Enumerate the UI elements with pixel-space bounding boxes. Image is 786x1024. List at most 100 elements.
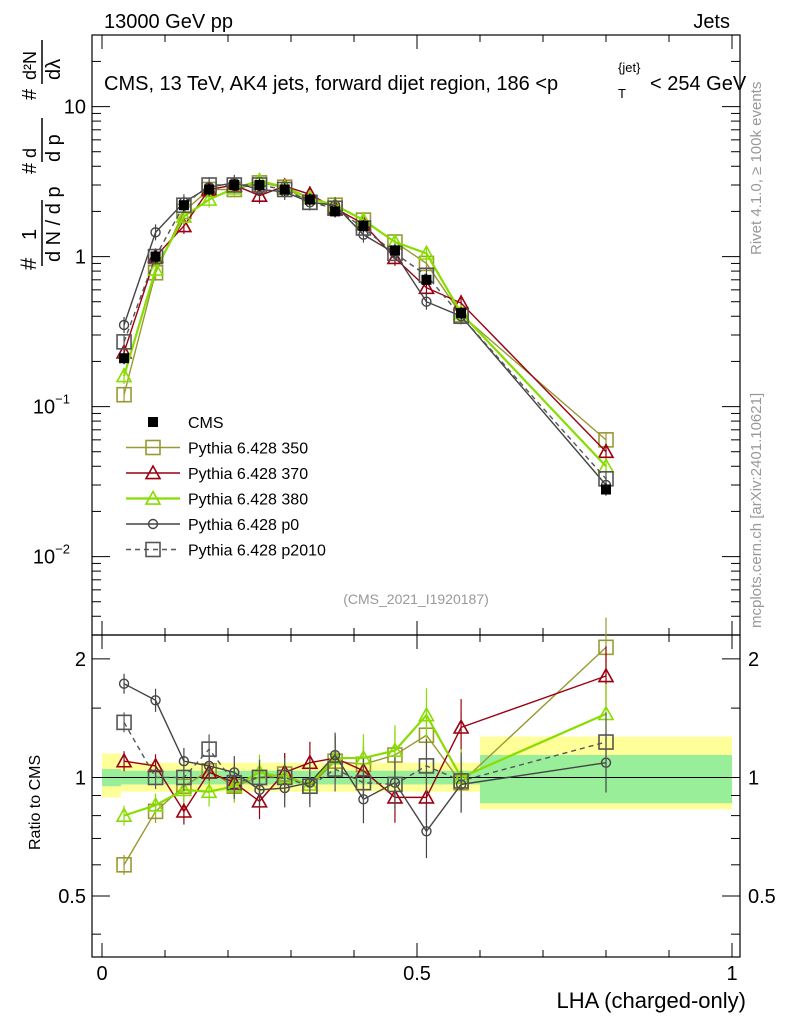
chart-title-sup: {jet} bbox=[618, 60, 641, 75]
svg-text:#: # bbox=[19, 88, 41, 100]
y-tick-label-3: 10 bbox=[64, 97, 86, 119]
legend-marker-4 bbox=[145, 541, 161, 558]
legend-marker-3 bbox=[147, 518, 159, 530]
ratio-point-4 bbox=[251, 769, 268, 786]
y-tick-ratio-label-right-2: 2 bbox=[748, 649, 759, 671]
ratio-point-2 bbox=[418, 706, 435, 722]
ratio-point-2 bbox=[147, 796, 164, 812]
legend-label-0: Pythia 6.428 350 bbox=[188, 441, 308, 458]
chart-title-suffix: < 254 GeV bbox=[650, 73, 747, 95]
series-point-4 bbox=[226, 177, 243, 193]
series-point-3 bbox=[421, 296, 432, 307]
series-point-2 bbox=[115, 367, 133, 383]
legend-label-4: Pythia 6.428 p2010 bbox=[188, 543, 326, 560]
ratio-point-4 bbox=[147, 769, 164, 786]
ratio-point-2 bbox=[175, 781, 193, 797]
mcplots-note: mcplots.cern.ch [arXiv:2401.10621] bbox=[748, 393, 765, 628]
ratio-point-0 bbox=[116, 857, 132, 873]
cms-point bbox=[178, 200, 189, 211]
y-tick-label-2: 1 bbox=[75, 247, 86, 269]
cms-point bbox=[254, 180, 265, 190]
series-line-2 bbox=[122, 179, 607, 468]
cms-point bbox=[279, 184, 290, 195]
ratio-point-4 bbox=[116, 714, 132, 731]
cms-point bbox=[330, 206, 341, 217]
ratio-line-1 bbox=[123, 675, 607, 813]
series-point-0 bbox=[116, 386, 132, 403]
y-tick-ratio-label-2: 2 bbox=[75, 649, 86, 671]
series-point-4 bbox=[251, 177, 268, 193]
series-point-2 bbox=[200, 190, 218, 206]
cms-data-points bbox=[119, 179, 611, 496]
ratio-point-1 bbox=[418, 788, 435, 804]
svg-text:d N / d p: d N / d p bbox=[43, 186, 65, 262]
ratio-point-3 bbox=[118, 678, 130, 689]
ratio-y-label: Ratio to CMS bbox=[27, 755, 44, 850]
chart-title: CMS, 13 TeV, AK4 jets, forward dijet reg… bbox=[104, 73, 558, 95]
y-tick-ratio-label-right-1: 1 bbox=[748, 767, 759, 789]
svg-text:dλ: dλ bbox=[43, 59, 65, 80]
svg-text:d²N: d²N bbox=[20, 51, 40, 80]
y-tick-ratio-label-1: 1 bbox=[75, 767, 86, 789]
rivet-note: Rivet 4.1.0, ≥ 100k events bbox=[748, 82, 765, 255]
cms-point bbox=[601, 484, 611, 495]
cms-point bbox=[150, 251, 161, 262]
series-point-2 bbox=[418, 244, 435, 260]
svg-text:d p: d p bbox=[43, 134, 65, 162]
ratio-line-4 bbox=[123, 722, 607, 788]
svg-text:#: # bbox=[19, 162, 41, 174]
ratio-point-3 bbox=[150, 695, 161, 706]
x-tick-label-1: 0.5 bbox=[403, 963, 431, 985]
cms-point bbox=[358, 220, 369, 231]
chart-title-sub: T bbox=[618, 86, 626, 101]
ratio-point-4 bbox=[226, 774, 243, 791]
cms-point bbox=[304, 194, 315, 205]
cms-point bbox=[389, 245, 400, 256]
ratio-point-4 bbox=[201, 741, 217, 757]
svg-text:#: # bbox=[16, 257, 41, 270]
ratio-point-3 bbox=[421, 826, 432, 837]
legend-label-2: Pythia 6.428 380 bbox=[188, 492, 308, 509]
ratio-point-2 bbox=[200, 783, 218, 799]
ratio-point-2 bbox=[115, 806, 133, 823]
series-point-3 bbox=[118, 319, 130, 331]
series-point-4 bbox=[176, 197, 192, 214]
x-tick-label-2: 1 bbox=[726, 963, 737, 985]
series-point-1 bbox=[597, 443, 615, 459]
legend-marker-1 bbox=[144, 464, 162, 480]
header-right: Jets bbox=[693, 11, 730, 33]
ratio-point-1 bbox=[115, 752, 133, 768]
series-point-1 bbox=[418, 279, 435, 295]
legend-label-3: Pythia 6.428 p0 bbox=[188, 517, 299, 534]
ratio-point-4 bbox=[176, 769, 192, 786]
ratio-point-2 bbox=[386, 741, 404, 757]
cms-point bbox=[229, 180, 240, 190]
y-tick-label-1: 10−1 bbox=[33, 392, 70, 419]
svg-text:d: d bbox=[20, 148, 40, 158]
ratio-point-4 bbox=[418, 758, 435, 774]
ratio-point-4 bbox=[387, 776, 403, 793]
ratio-point-4 bbox=[327, 761, 343, 777]
ratio-uncertainty-bands bbox=[102, 736, 732, 810]
ratio-point-4 bbox=[276, 769, 293, 786]
legend-label-1: Pythia 6.428 370 bbox=[188, 466, 308, 483]
y-tick-exp: −1 bbox=[55, 392, 70, 407]
ratio-point-1 bbox=[175, 802, 193, 818]
legend-marker-2 bbox=[144, 489, 162, 505]
ratio-point-4 bbox=[453, 773, 469, 789]
svg-text:1: 1 bbox=[19, 229, 41, 240]
series-point-4 bbox=[147, 248, 164, 265]
series-point-4 bbox=[276, 181, 293, 198]
analysis-id: (CMS_2021_I1920187) bbox=[343, 591, 489, 607]
cms-point bbox=[119, 353, 130, 364]
axis-ticks: 0 0.5 1 10−2 10−1 1 10 0.5 0.5 1 1 2 2 bbox=[33, 35, 776, 985]
ratio-point-4 bbox=[302, 778, 318, 795]
ratio-series bbox=[115, 617, 615, 875]
series-point-2 bbox=[175, 207, 193, 223]
y-axis-label: # 1 d N / d p # d d p # d²N dλ bbox=[16, 40, 65, 270]
cms-point bbox=[204, 184, 215, 195]
series-point-1 bbox=[251, 186, 268, 202]
x-axis-label: LHA (charged-only) bbox=[556, 988, 746, 1013]
legend: CMS Pythia 6.428 350 Pythia 6.428 370 Pythi… bbox=[126, 415, 326, 560]
